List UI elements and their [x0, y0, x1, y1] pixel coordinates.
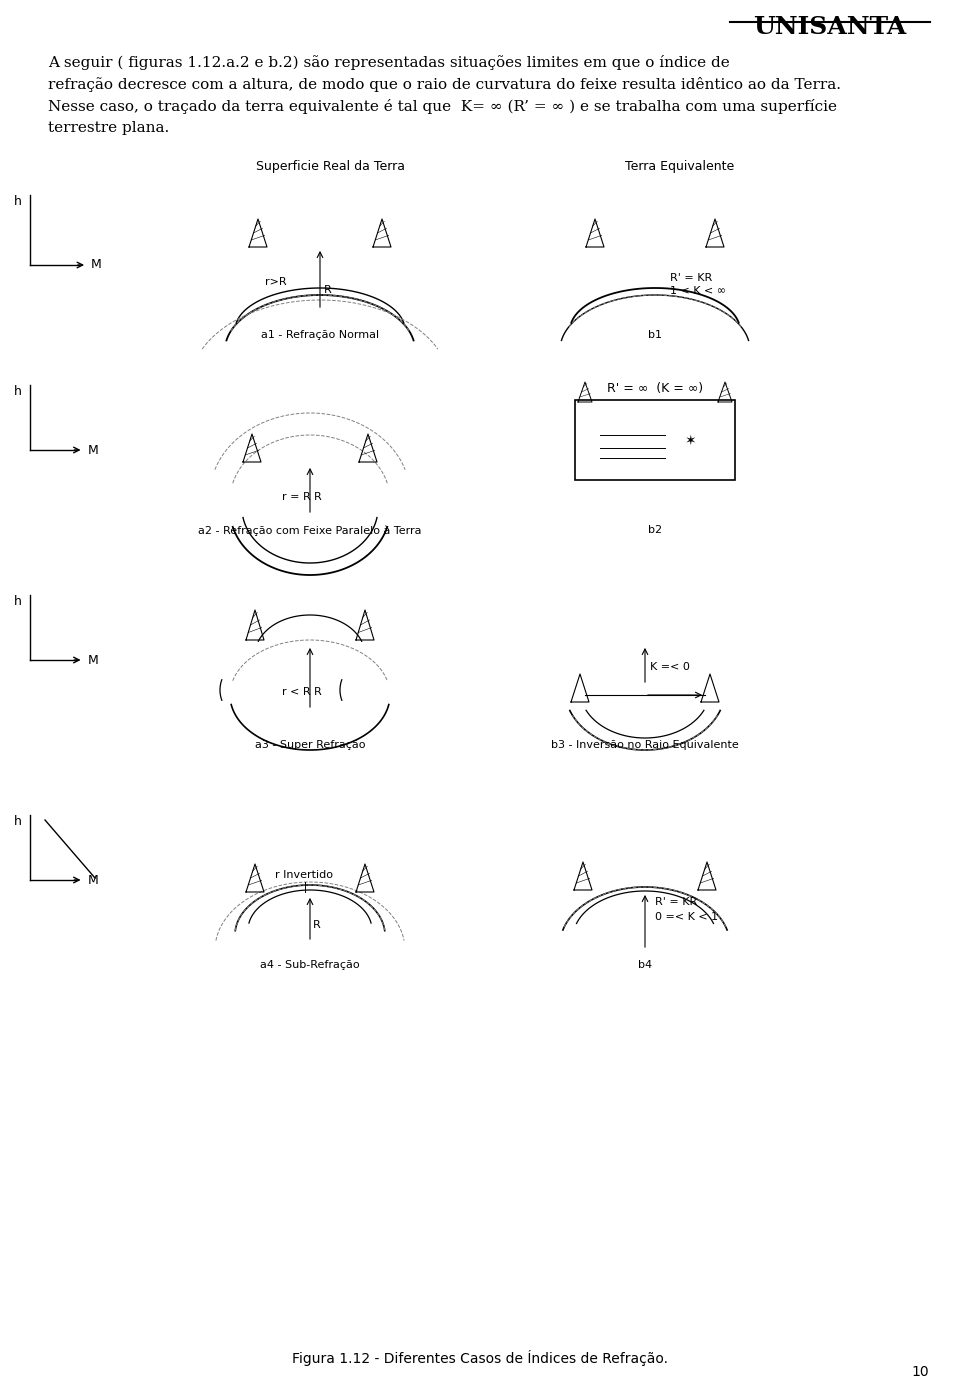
Text: R: R	[314, 492, 322, 502]
Text: terrestre plana.: terrestre plana.	[48, 121, 169, 135]
Text: ✶: ✶	[685, 434, 697, 448]
Text: a4 - Sub-Refração: a4 - Sub-Refração	[260, 960, 360, 970]
Text: Terra Equivalente: Terra Equivalente	[625, 160, 734, 173]
Text: R: R	[314, 687, 322, 698]
Text: h: h	[14, 196, 22, 208]
Text: a1 - Refração Normal: a1 - Refração Normal	[261, 330, 379, 340]
Text: M: M	[91, 258, 102, 272]
Text: R' = KR: R' = KR	[670, 273, 712, 283]
Text: r Invertido: r Invertido	[275, 870, 333, 879]
Text: r>R: r>R	[265, 277, 287, 287]
Text: 0 =< K < 1: 0 =< K < 1	[655, 913, 718, 922]
Text: Figura 1.12 - Diferentes Casos de Índices de Refração.: Figura 1.12 - Diferentes Casos de Índice…	[292, 1350, 668, 1366]
Text: R: R	[313, 920, 321, 931]
Text: r < R: r < R	[282, 687, 311, 698]
Text: R' = ∞  (K = ∞): R' = ∞ (K = ∞)	[607, 381, 703, 395]
Text: Superficie Real da Terra: Superficie Real da Terra	[255, 160, 404, 173]
Text: h: h	[14, 816, 22, 828]
Text: refração decresce com a altura, de modo que o raio de curvatura do feixe resulta: refração decresce com a altura, de modo …	[48, 78, 841, 92]
Text: a2 - Refração com Feixe Paralelo à Terra: a2 - Refração com Feixe Paralelo à Terra	[199, 526, 421, 535]
Text: 10: 10	[911, 1365, 929, 1379]
Text: M: M	[87, 444, 98, 456]
Text: UNISANTA: UNISANTA	[754, 15, 906, 39]
Text: 1 < K < ∞: 1 < K < ∞	[670, 286, 726, 295]
Text: M: M	[87, 653, 98, 667]
Text: R: R	[324, 284, 332, 295]
Text: b4: b4	[638, 960, 652, 970]
Text: R' = KR: R' = KR	[655, 897, 697, 907]
Bar	[575, 399, 735, 480]
Text: a3 - Super Refração: a3 - Super Refração	[254, 741, 365, 750]
Text: h: h	[14, 595, 22, 608]
Text: r = R: r = R	[282, 492, 311, 502]
Text: K =< 0: K =< 0	[650, 662, 690, 671]
Text: h: h	[14, 386, 22, 398]
Text: A seguir ( figuras 1.12.a.2 e b.2) são representadas situações limites em que o : A seguir ( figuras 1.12.a.2 e b.2) são r…	[48, 55, 730, 69]
Text: b2: b2	[648, 526, 662, 535]
Text: b1: b1	[648, 330, 662, 340]
Text: M: M	[87, 874, 98, 886]
Text: Nesse caso, o traçado da terra equivalente é tal que  K= ∞ (R’ = ∞ ) e se trabal: Nesse caso, o traçado da terra equivalen…	[48, 98, 837, 114]
Text: b3 - Inversão no Raio Equivalente: b3 - Inversão no Raio Equivalente	[551, 741, 739, 750]
